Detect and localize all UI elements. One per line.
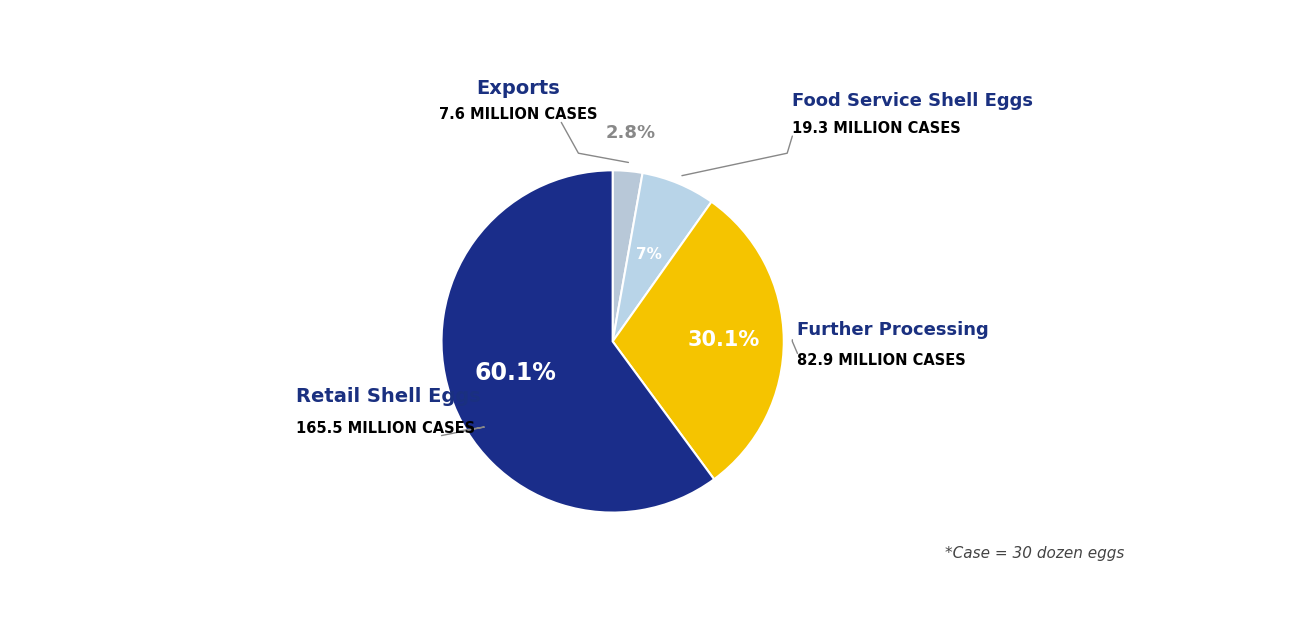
Text: 60.1%: 60.1% [474, 361, 556, 386]
Text: 30.1%: 30.1% [687, 330, 760, 350]
Wedge shape [442, 170, 714, 513]
Text: 165.5 MILLION CASES: 165.5 MILLION CASES [297, 421, 475, 435]
Wedge shape [613, 170, 643, 341]
Text: 2.8%: 2.8% [606, 125, 656, 143]
Text: 19.3 MILLION CASES: 19.3 MILLION CASES [792, 121, 962, 136]
Text: Retail Shell Eggs: Retail Shell Eggs [297, 388, 480, 406]
Text: Exports: Exports [476, 80, 560, 98]
Text: Further Processing: Further Processing [798, 321, 989, 339]
Text: 7.6 MILLION CASES: 7.6 MILLION CASES [440, 107, 598, 122]
Text: 82.9 MILLION CASES: 82.9 MILLION CASES [798, 353, 966, 368]
Text: Food Service Shell Eggs: Food Service Shell Eggs [792, 92, 1034, 110]
Wedge shape [613, 202, 783, 479]
Text: *Case = 30 dozen eggs: *Case = 30 dozen eggs [945, 546, 1124, 561]
Text: 7%: 7% [636, 247, 661, 262]
Wedge shape [613, 173, 711, 341]
